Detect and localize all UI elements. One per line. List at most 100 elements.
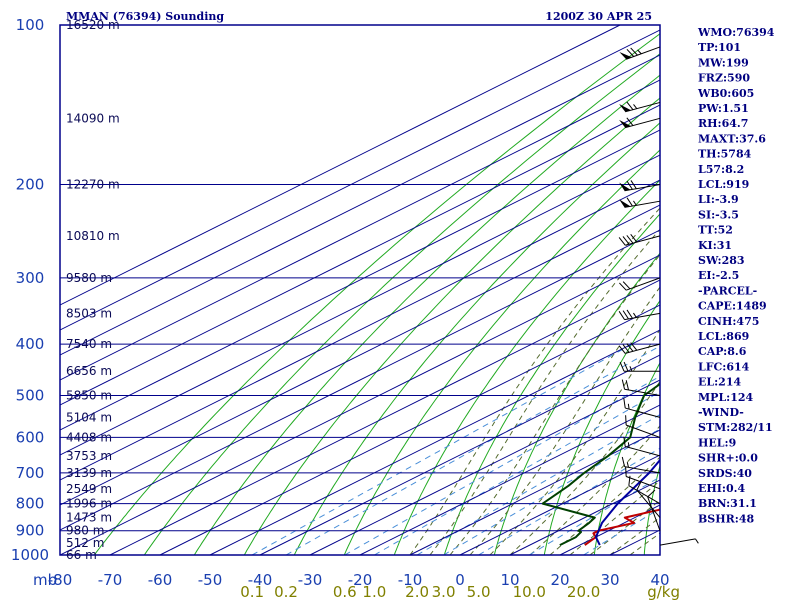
barb-pennant	[619, 182, 631, 191]
temperature-tick-label: 20	[550, 571, 569, 589]
height-label: 3139 m	[66, 466, 112, 480]
barb-staff	[625, 407, 661, 418]
index-line: LCL:869	[698, 330, 749, 343]
height-label: 2549 m	[66, 482, 112, 496]
index-line: MAXT:37.6	[698, 132, 766, 145]
dewpoint-trace	[541, 382, 660, 546]
mixing-ratio-label: 3.0	[432, 583, 456, 600]
height-label: 12270 m	[66, 178, 120, 192]
pressure-tick-label: 900	[16, 522, 45, 540]
height-label: 10810 m	[66, 229, 120, 243]
barb-half-flag	[695, 538, 699, 544]
wind-barb	[659, 538, 699, 546]
height-label: 9580 m	[66, 271, 112, 285]
barb-staff	[647, 496, 661, 531]
pressure-tick-label: 700	[16, 464, 45, 482]
barb-flag	[622, 310, 629, 320]
barb-flag	[626, 117, 634, 126]
wind-barb	[619, 101, 661, 113]
barb-flag	[630, 234, 638, 243]
wind-barb	[619, 180, 661, 192]
dry-adiabat	[643, 464, 660, 555]
index-line: STM:282/11	[698, 421, 773, 434]
stability-indices-panel: WMO:76394 TP:101 MW:199 FRZ:590 WB0:605 PW:1.…	[697, 26, 775, 525]
moist-adiabat	[529, 425, 660, 555]
dry-adiabat	[393, 179, 660, 555]
barb-flag	[623, 436, 626, 447]
chart-title: MMAN (76394) Sounding	[66, 10, 224, 23]
isotherm-line	[60, 54, 660, 356]
barb-half-flag	[633, 200, 637, 206]
barb-staff	[625, 343, 661, 354]
temperature-tick-label: 10	[500, 571, 519, 589]
index-line: CAPE:1489	[698, 300, 767, 313]
moist-adiabat	[409, 207, 660, 555]
index-line: LCL:919	[698, 178, 749, 191]
height-label: 5850 m	[66, 388, 112, 402]
barb-pennant	[619, 104, 631, 112]
mixing-ratio-line	[374, 391, 660, 555]
temperature-tick-label: -30	[298, 571, 323, 589]
barb-staff	[624, 388, 661, 396]
barb-flag	[626, 101, 634, 111]
index-line: LI:-3.9	[698, 193, 739, 206]
index-line: EL:214	[698, 376, 741, 389]
pressure-tick-label: 600	[16, 428, 45, 446]
barb-flag	[621, 456, 626, 467]
barb-staff	[625, 446, 661, 457]
barb-staff	[624, 466, 661, 474]
pressure-tick-label: 800	[16, 495, 45, 513]
isotherm-line	[60, 129, 660, 431]
dry-adiabat	[143, 53, 660, 555]
barb-staff	[626, 475, 661, 490]
pressure-tick-label: 1000	[11, 546, 49, 564]
pressure-temperature-grid	[59, 24, 661, 556]
isotherm-line	[60, 104, 660, 406]
temperature-tick-label: -80	[48, 571, 73, 589]
isotherm-line	[409, 429, 660, 555]
temperature-tick-label: 0	[455, 571, 465, 589]
barb-flag	[626, 197, 633, 207]
index-line: BRN:31.1	[698, 497, 757, 510]
mixing-ratio-line	[251, 343, 633, 555]
isotherm-line	[459, 454, 660, 555]
wind-barb	[618, 309, 661, 321]
temperature-tick-label: 40	[650, 571, 669, 589]
mixing-ratio-line	[344, 375, 660, 555]
wind-barb	[619, 117, 661, 129]
index-line: TT:52	[698, 224, 733, 237]
mixing-ratio-label: 5.0	[467, 583, 491, 600]
barb-flag	[621, 379, 626, 390]
index-line: RH:64.7	[698, 117, 748, 130]
barb-flag	[619, 282, 627, 291]
wind-barb	[621, 456, 661, 474]
barb-flag	[630, 47, 638, 56]
mixing-ratio-label: 0.1	[240, 583, 264, 600]
index-line: MPL:124	[698, 391, 754, 404]
barb-flag	[625, 466, 627, 477]
index-line: SW:283	[698, 254, 745, 267]
barb-flag	[630, 342, 638, 351]
barb-flag	[625, 380, 629, 391]
index-line: KI:31	[698, 239, 732, 252]
index-line: MW:199	[698, 56, 749, 69]
height-label: 980 m	[66, 524, 104, 538]
height-label: 8503 m	[66, 306, 112, 320]
barb-staff	[626, 277, 661, 291]
barb-staff	[624, 312, 661, 321]
barb-half-flag	[626, 462, 629, 468]
height-label: 1473 m	[66, 511, 112, 525]
height-label: 4408 m	[66, 430, 112, 444]
wind-barb	[625, 466, 661, 490]
dry-adiabat	[293, 122, 660, 555]
barb-flag	[626, 343, 634, 352]
mixing-ratio-label: 1.0	[362, 583, 386, 600]
barb-flag	[618, 237, 626, 246]
height-label: 512 m	[66, 536, 104, 550]
wind-barb	[625, 415, 661, 438]
isotherm-line	[60, 29, 660, 331]
isotherm-line	[109, 279, 660, 555]
moist-adiabat	[549, 456, 660, 555]
